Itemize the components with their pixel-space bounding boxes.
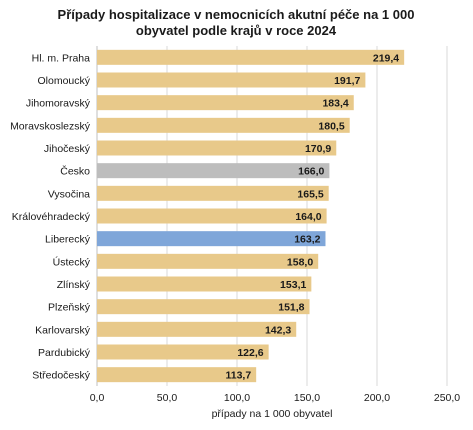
category-label: Pardubický [38,347,91,359]
bar [97,321,297,337]
bar [97,208,327,224]
bar [97,163,330,179]
data-label: 183,4 [322,98,348,110]
category-label: Plzeňský [48,302,91,314]
data-label: 166,0 [298,166,324,178]
category-label: Vysočina [48,188,90,200]
x-tick-label: 100,0 [224,392,250,404]
category-label: Karlovarský [35,324,91,336]
data-label: 158,0 [287,256,313,268]
data-label: 165,5 [297,188,323,200]
x-tick-label: 200,0 [364,392,390,404]
bar [97,299,310,315]
category-label: Česko [60,165,90,178]
bar [97,185,329,201]
data-label: 170,9 [305,143,331,155]
data-label: 113,7 [225,370,251,382]
data-label: 180,5 [318,120,344,132]
bar [97,276,312,292]
category-label: Zlínský [57,279,91,291]
chart-title-line-2: obyvatel podle krajů v roce 2024 [136,23,337,38]
bar [97,95,354,111]
bar [97,49,405,65]
data-label: 122,6 [237,347,263,359]
bar [97,231,326,247]
category-label: Ústecký [53,255,91,268]
category-label: Jihočeský [44,143,91,155]
data-label: 153,1 [280,279,306,291]
category-label: Liberecký [45,234,91,246]
data-label: 191,7 [334,75,360,87]
chart-title-line-1: Případy hospitalizace v nemocnicích akut… [58,7,415,22]
data-label: 142,3 [265,324,291,336]
bar [97,367,257,383]
category-label: Moravskoslezský [10,120,91,132]
data-label: 163,2 [294,234,320,246]
data-label: 151,8 [278,302,304,314]
category-label: Olomoucký [37,75,90,87]
data-label: 164,0 [295,211,321,223]
x-axis-label: případy na 1 000 obyvatel [212,408,333,420]
bar [97,72,366,88]
category-label: Středočeský [32,370,91,382]
bar [97,344,269,360]
x-tick-label: 50,0 [157,392,178,404]
bar [97,140,337,156]
x-tick-labels: 0,0 50,0 100,0 150,0 200,0 250,0 [90,392,461,404]
category-label: Královéhradecký [12,211,91,223]
bar [97,117,350,133]
category-label: Jihomoravský [26,98,91,110]
category-label: Hl. m. Praha [32,52,91,64]
bar [97,253,319,269]
x-tick-label: 150,0 [294,392,320,404]
data-label: 219,4 [373,52,399,64]
x-tick-label: 250,0 [434,392,460,404]
bars: Hl. m. Praha 219,4 Olomoucký 191,7 Jihomorav… [10,49,405,383]
x-tick-label: 0,0 [90,392,105,404]
